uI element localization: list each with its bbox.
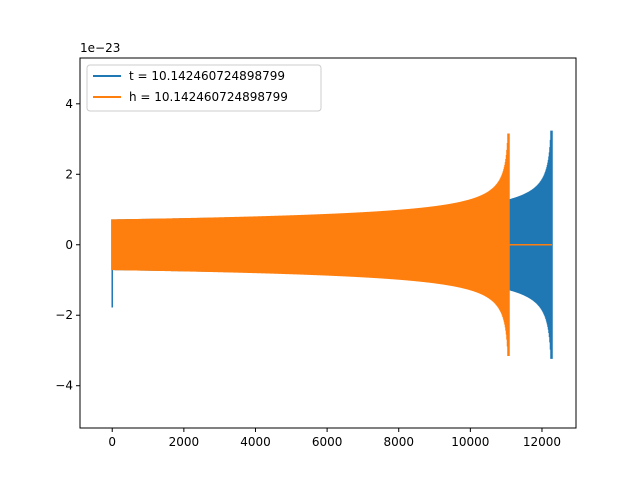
y-tick-label: 0 xyxy=(65,238,73,252)
x-tick-label: 12000 xyxy=(523,435,561,449)
plot-area xyxy=(111,130,553,359)
legend-box xyxy=(86,64,322,112)
y-axis-ticks: −4 −2 0 2 4 xyxy=(55,97,80,393)
x-tick-label: 8000 xyxy=(383,435,414,449)
x-tick-label: 2000 xyxy=(169,435,200,449)
series-path xyxy=(111,133,553,356)
legend: t = 10.142460724898799 h = 10.1424607248… xyxy=(86,64,322,112)
y-tick-label: −4 xyxy=(55,379,73,393)
x-tick-label: 0 xyxy=(108,435,116,449)
y-tick-label: 4 xyxy=(65,97,73,111)
x-tick-label: 6000 xyxy=(312,435,343,449)
x-axis-ticks: 0 2000 4000 6000 8000 10000 12000 xyxy=(108,428,561,449)
legend-label-h: h = 10.142460724898799 xyxy=(129,90,288,104)
x-tick-label: 10000 xyxy=(451,435,489,449)
y-tick-label: 2 xyxy=(65,167,73,181)
y-offset-label: 1e−23 xyxy=(80,41,120,55)
legend-label-t: t = 10.142460724898799 xyxy=(129,69,285,83)
y-tick-label: −2 xyxy=(55,308,73,322)
series-h-line xyxy=(111,133,553,356)
axes-frame xyxy=(79,57,577,429)
x-tick-label: 4000 xyxy=(240,435,271,449)
axes-border xyxy=(79,57,577,429)
